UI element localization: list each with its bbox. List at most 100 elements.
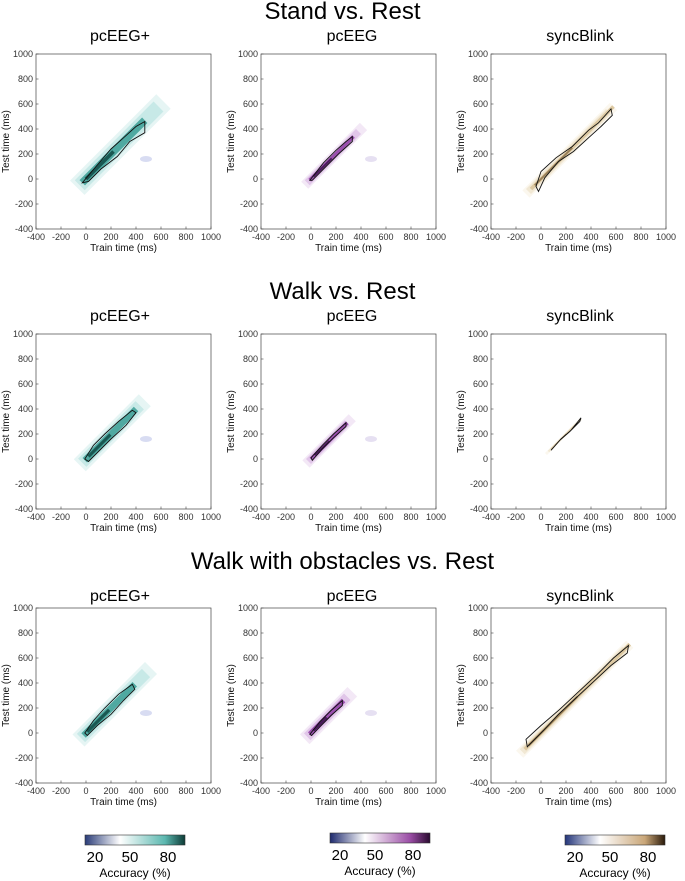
x-tick-label: 0 [83,786,88,796]
panel-title-r1-c2: pcEEG [326,28,378,45]
y-axis-label: Test time (ms) [226,110,237,173]
x-tick-label: 0 [308,512,313,522]
y-tick-label: 1000 [13,603,33,613]
x-axis-label: Train time (ms) [315,243,382,254]
y-tick-label: 800 [18,354,33,364]
x-tick-label: 1000 [201,232,221,242]
colorbar-tick-label: 20 [87,849,104,866]
y-tick-label: 800 [473,74,488,84]
x-tick-label: -200 [277,512,295,522]
axes-frame [260,607,437,784]
x-tick-label: 600 [153,786,168,796]
y-tick-label: 600 [473,379,488,389]
y-tick-label: 200 [18,429,33,439]
y-tick-label: 800 [18,628,33,638]
x-tick-label: 200 [328,786,343,796]
heatmap-r2-c1: -400 -200 0 200 400 600 800 1000 1000 800 600 400 20… [1,329,221,534]
accuracy-blot [365,710,377,716]
y-tick-label: 1000 [468,603,488,613]
y-tick-label: 0 [253,174,258,184]
y-tick-label: -200 [240,199,258,209]
y-tick-label: 400 [18,124,33,134]
y-tick-label: -400 [470,504,488,514]
y-tick-label: -400 [15,504,33,514]
x-tick-label: -200 [507,786,525,796]
x-tick-label: 600 [378,232,393,242]
x-tick-label: 800 [403,232,418,242]
x-tick-label: 200 [558,232,573,242]
y-tick-label: 1000 [238,603,258,613]
colorbar-title: Accuracy (%) [99,866,170,880]
y-tick-label: 600 [243,379,258,389]
y-tick-label: -200 [15,199,33,209]
x-tick-label: 1000 [656,232,676,242]
x-tick-label: 600 [608,786,623,796]
heatmap-r3-c3: -400 -200 0 200 400 600 800 1000 1000 800 600 400 20… [456,603,676,808]
y-tick-label: 800 [243,628,258,638]
x-axis-label: Train time (ms) [90,243,157,254]
significance-contour [550,417,582,451]
x-tick-label: 800 [403,786,418,796]
accuracy-peak [312,716,328,732]
x-tick-label: 200 [103,786,118,796]
y-tick-label: -200 [15,753,33,763]
x-tick-label: -400 [27,232,45,242]
x-tick-label: 200 [558,786,573,796]
x-tick-label: 800 [178,512,193,522]
y-tick-label: 600 [473,653,488,663]
x-tick-label: -400 [252,512,270,522]
colorbar-tick-label: 50 [367,847,384,864]
panel-title-r2-c2: pcEEG [326,308,378,325]
x-tick-label: 400 [583,512,598,522]
axes-frame [490,333,667,510]
x-axis-label: Train time (ms) [315,797,382,808]
y-tick-label: 0 [28,174,33,184]
heatmap-r1-c1: -400 -200 0 200 400 600 800 1000 1000 800 600 400 20… [1,49,221,254]
y-tick-label: 0 [28,728,33,738]
y-axis-label: Test time (ms) [456,390,467,453]
x-tick-label: 200 [328,512,343,522]
colorbar-title: Accuracy (%) [579,866,650,880]
x-tick-label: 1000 [201,786,221,796]
y-axis-label: Test time (ms) [226,390,237,453]
axes-frame [490,607,667,784]
significance-contour [535,108,613,193]
x-tick-label: -400 [482,232,500,242]
x-tick-label: 200 [558,512,573,522]
x-tick-label: 1000 [426,512,446,522]
heatmap-r2-c3: -400 -200 0 200 400 600 800 1000 1000 800 600 400 20… [456,329,676,534]
x-tick-label: 600 [608,232,623,242]
y-tick-label: -200 [470,753,488,763]
y-tick-label: 400 [243,124,258,134]
y-tick-label: 400 [18,678,33,688]
y-tick-label: 800 [473,354,488,364]
axes-frame [35,333,212,510]
y-tick-label: 200 [243,149,258,159]
x-tick-label: 400 [128,512,143,522]
accuracy-peak [314,440,330,456]
accuracy-peak [86,708,111,733]
y-axis-label: Test time (ms) [1,110,12,173]
panel-title-r2-c1: pcEEG+ [89,308,151,325]
y-tick-label: 600 [473,99,488,109]
x-tick-label: -400 [252,232,270,242]
colorbar-gradient [329,832,431,844]
y-tick-label: 600 [18,653,33,663]
x-tick-label: 400 [353,786,368,796]
y-tick-label: -200 [470,199,488,209]
panel-title-r2-c3: syncBlink [546,308,614,325]
x-tick-label: 1000 [426,786,446,796]
y-tick-label: 800 [18,74,33,84]
x-tick-label: 1000 [201,512,221,522]
y-tick-label: 200 [18,149,33,159]
x-tick-label: 200 [328,232,343,242]
y-tick-label: -400 [240,224,258,234]
x-tick-label: 0 [308,786,313,796]
panel-title-r3-c3: syncBlink [546,588,614,605]
x-axis-label: Train time (ms) [545,243,612,254]
y-tick-label: 1000 [13,329,33,339]
x-tick-label: 600 [378,512,393,522]
x-tick-label: 1000 [656,786,676,796]
panel-title-r3-c1: pcEEG+ [89,588,151,605]
